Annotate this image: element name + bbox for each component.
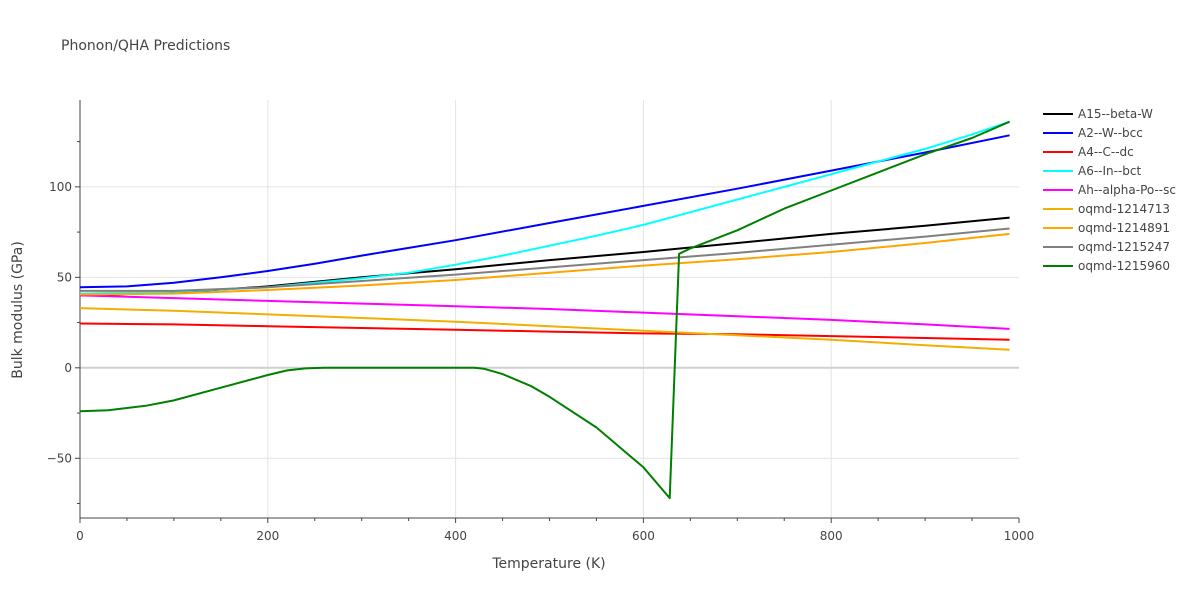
y-tick-label: 100 [49,180,72,194]
x-tick-label: 200 [256,529,279,543]
x-axis-title: Temperature (K) [491,556,605,572]
series-line-oqmd-1214891 [79,232,1010,296]
legend: A15--beta-W A2--W--bcc A4--C--dc A6--In--bc… [1043,107,1176,273]
y-tick-label: 50 [57,270,72,284]
series-line-A6--In--bct [79,120,1010,295]
chart-title: Phonon/QHA Predictions [61,38,230,54]
y-axis-title: Bulk modulus (GPa) [10,241,26,379]
legend-label: A15--beta-W [1078,107,1153,121]
legend-label: oqmd-1214713 [1078,202,1170,216]
legend-label: oqmd-1214891 [1078,221,1170,235]
legend-label: A6--In--bct [1078,164,1142,178]
series-line-oqmd-1215960 [79,120,1010,500]
x-tick-label: 1000 [1004,529,1035,543]
series-line-oqmd-1215247 [80,227,1010,292]
legend-label: oqmd-1215960 [1078,259,1170,273]
x-tick-label: 600 [632,529,655,543]
x-tick-label: 400 [444,529,467,543]
grid-layer [80,100,1019,518]
legend-label: oqmd-1215247 [1078,240,1170,254]
legend-label: A4--C--dc [1078,145,1134,159]
series-line-A2--W--bcc [79,134,1010,289]
x-tick-label: 800 [820,529,843,543]
tick-labels: 0 200 400 600 800 1000 −50 0 50 100 [47,180,1035,543]
series-layer [79,120,1010,500]
series-line-oqmd-1214713 [79,307,1010,351]
legend-label: Ah--alpha-Po--sc [1078,183,1176,197]
y-tick-label: 0 [64,361,72,375]
series-line-Ah--alpha-Po--sc [79,294,1010,330]
y-tick-label: −50 [47,451,72,465]
series-line-A4--C--dc [79,322,1010,341]
x-tick-label: 0 [76,529,84,543]
legend-label: A2--W--bcc [1078,126,1143,140]
